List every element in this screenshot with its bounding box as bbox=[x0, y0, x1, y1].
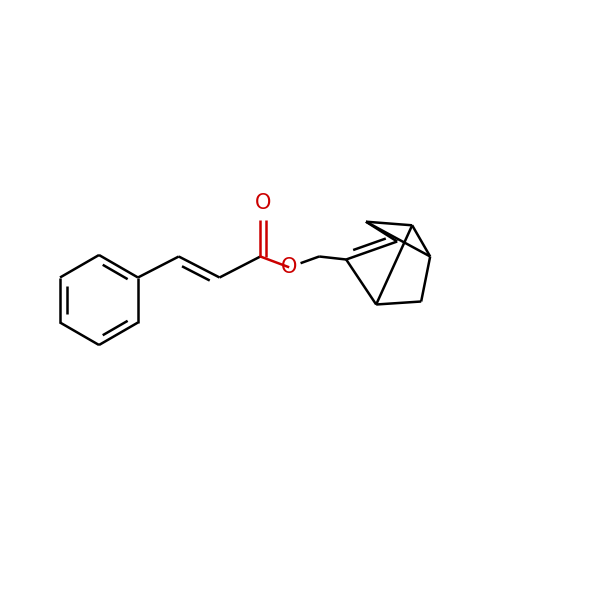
Text: O: O bbox=[255, 193, 272, 212]
Text: O: O bbox=[281, 257, 298, 277]
